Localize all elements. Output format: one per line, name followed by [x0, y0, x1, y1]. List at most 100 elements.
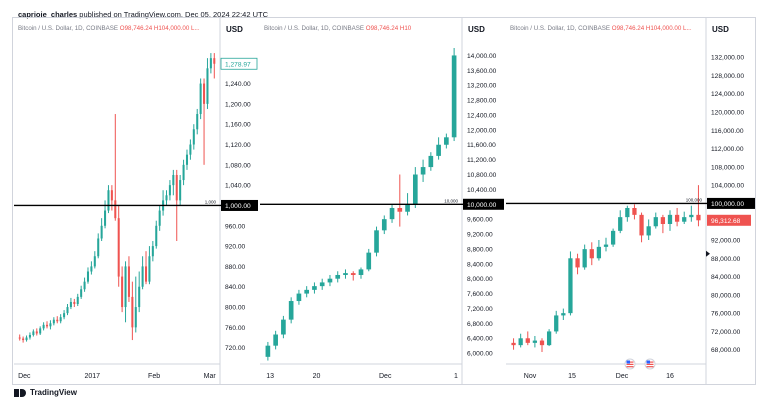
candle	[420, 159, 426, 182]
y-tick-label: 120,000.00	[711, 110, 744, 117]
candle-body	[646, 226, 651, 236]
candle	[127, 256, 130, 302]
candlestick-chart: Bitcoin / U.S. Dollar, 1D, COINBASE O98,…	[506, 18, 756, 384]
candle	[155, 220, 158, 249]
candle-body	[110, 190, 113, 201]
candle-body	[532, 340, 538, 343]
candle	[86, 267, 90, 284]
candle	[192, 124, 195, 150]
y-tick-label: 1,120.00	[225, 142, 251, 149]
candle	[618, 210, 623, 234]
candle	[575, 253, 580, 275]
level-price-tag	[221, 199, 258, 211]
candle	[397, 174, 403, 227]
y-tick-label: 880.00	[225, 264, 246, 271]
candle-body	[134, 307, 137, 328]
candle-body	[582, 249, 587, 268]
symbol-legend: Bitcoin / U.S. Dollar, 1D, COINBASE O98,…	[510, 25, 692, 32]
x-tick-label: Nov	[524, 373, 537, 380]
candle	[381, 215, 387, 235]
candle	[554, 310, 559, 334]
flag-stripe	[646, 366, 654, 368]
candle	[206, 58, 209, 109]
candle-body	[63, 313, 66, 318]
candle-body	[397, 208, 403, 212]
y-tick-label: 112,000.00	[711, 146, 744, 153]
candle-body	[632, 208, 637, 215]
candle	[639, 212, 644, 243]
candle-body	[518, 338, 523, 346]
last-price-tag	[707, 214, 751, 226]
candle	[674, 208, 680, 227]
x-tick-label: Dec	[379, 373, 392, 380]
x-tick-label: Mar	[204, 373, 217, 380]
candle-body	[525, 338, 530, 343]
candle-body	[25, 337, 28, 341]
currency-label: USD	[226, 25, 243, 34]
candle-body	[131, 296, 134, 328]
candle	[532, 336, 538, 348]
published-text: published on TradingView.com, Dec 05, 20…	[79, 10, 269, 19]
candle	[52, 317, 55, 326]
tradingview-footer[interactable]: TradingView	[14, 388, 77, 397]
y-tick-label: 12,000.00	[467, 127, 497, 134]
candle-body	[381, 219, 387, 231]
candle	[625, 205, 630, 222]
candle	[582, 244, 587, 270]
last-price-label: 96,312.68	[711, 218, 741, 225]
candle	[273, 330, 278, 350]
candle	[209, 53, 212, 74]
candle	[107, 185, 110, 214]
candlestick-chart: Bitcoin / U.S. Dollar, 1D, COINBASE O98,…	[14, 18, 258, 384]
candle-body	[39, 328, 42, 334]
candle-body	[327, 278, 333, 283]
candle-body	[49, 323, 52, 327]
candle	[168, 180, 171, 201]
candle	[42, 322, 45, 331]
candle	[22, 336, 25, 343]
candle-body	[124, 266, 127, 308]
candle-body	[86, 271, 90, 282]
y-tick-label: 13,600.00	[467, 68, 497, 75]
level-small-label: 10,000	[444, 198, 458, 203]
candle	[653, 212, 658, 229]
candle	[312, 282, 317, 294]
candle-body	[168, 185, 171, 196]
candle	[518, 333, 523, 348]
candle-body	[35, 331, 38, 334]
candle	[144, 251, 148, 285]
candle-body	[22, 338, 25, 341]
candle	[319, 278, 325, 290]
x-tick-label: 16	[666, 373, 674, 380]
open-value: O98,746.24	[612, 25, 646, 32]
y-tick-label: 920.00	[225, 244, 246, 251]
candle-body	[52, 319, 55, 324]
candle	[696, 185, 701, 227]
candle	[428, 152, 434, 171]
candle-body	[45, 324, 49, 327]
candle	[603, 237, 609, 252]
candle	[682, 211, 687, 224]
candle-body	[158, 210, 161, 226]
y-tick-label: 800.00	[225, 305, 246, 312]
candle	[28, 332, 31, 340]
candle	[296, 289, 302, 305]
candle	[288, 297, 294, 324]
y-tick-label: 116,000.00	[711, 128, 744, 135]
candle-body	[80, 289, 83, 297]
y-tick-label: 11,200.00	[467, 157, 496, 164]
author-name: caprioie_charles	[18, 10, 78, 19]
candle-body	[618, 217, 623, 231]
candle-body	[412, 174, 418, 205]
candle-body	[151, 246, 154, 257]
candle-body	[265, 345, 271, 357]
candle	[182, 159, 185, 186]
level-price-label: 10,000.00	[467, 202, 497, 209]
candle-body	[304, 289, 310, 294]
y-tick-label: 6,800.00	[467, 321, 493, 328]
candle	[73, 298, 76, 308]
candle-body	[288, 301, 294, 320]
flag-stripe	[626, 366, 634, 368]
candle-body	[76, 296, 79, 304]
candle	[148, 246, 151, 285]
